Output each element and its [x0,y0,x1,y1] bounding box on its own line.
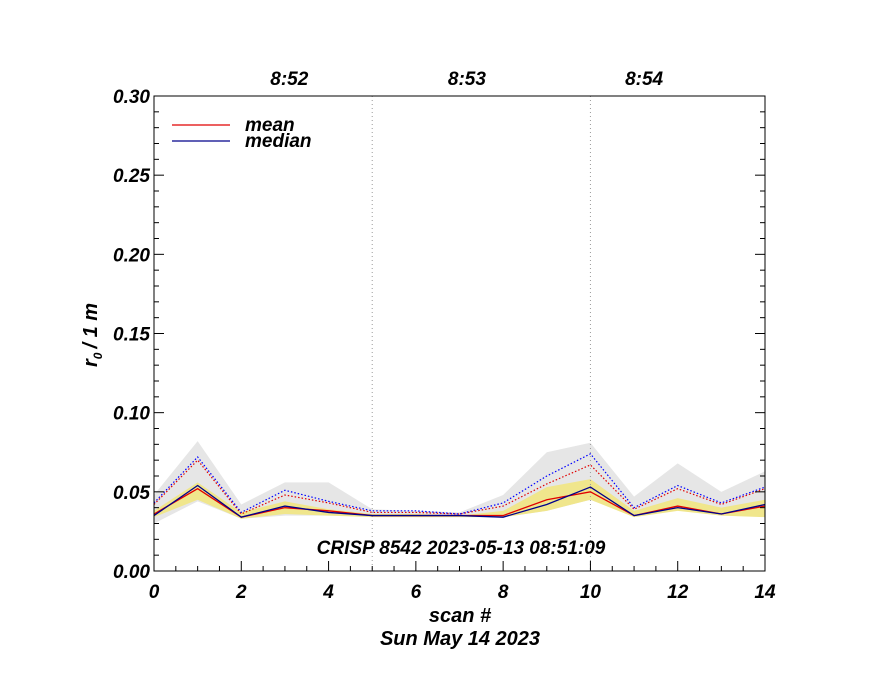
legend-label-median: median [245,131,312,152]
y-tick-label: 0.00 [113,562,150,583]
legend-label-mean: mean [245,115,295,136]
x-tick-label: 8 [498,582,509,603]
series-lines [153,453,766,518]
series-dotted-2 [153,459,766,515]
x-tick-label: 2 [235,582,247,603]
x-tick-label: 0 [149,582,160,603]
date-label: Sun May 14 2023 [380,628,540,650]
y-tick-label: 0.10 [113,404,150,425]
top-time-labels: 8:52 8:53 8:54 [270,69,663,90]
y-tick-label: 0.05 [113,483,150,504]
y-tick-label: 0.15 [113,325,150,346]
x-axis-title: scan # [429,605,492,627]
y-axis-subscript: 0 [91,352,105,359]
axis-ticks [153,95,766,572]
y-tick-label: 0.30 [113,87,150,108]
bands-group [154,441,765,524]
top-time-label: 8:54 [625,69,663,90]
top-time-label: 8:53 [448,69,486,90]
y-axis-unit: / 1 m [80,303,102,350]
x-tick-label: 10 [580,582,602,603]
annotation-text: CRISP 8542 2023-05-13 08:51:09 [317,538,606,559]
y-tick-label: 0.25 [113,166,150,187]
y-tick-label: 0.20 [113,245,150,266]
series-median [153,484,766,518]
top-time-label: 8:52 [270,69,308,90]
y-axis-symbol: r [80,358,102,367]
x-tick-label: 4 [322,582,334,603]
y-axis-title: r0 / 1 m [80,303,105,367]
x-tick-label: 12 [667,582,689,603]
x-tick-label: 14 [754,582,776,603]
axis-tick-labels: 0 2 4 6 8 10 12 14 0.00 0.05 0.10 0.15 0.20 0.25 0.30 [113,87,776,603]
x-tick-label: 6 [411,582,422,603]
